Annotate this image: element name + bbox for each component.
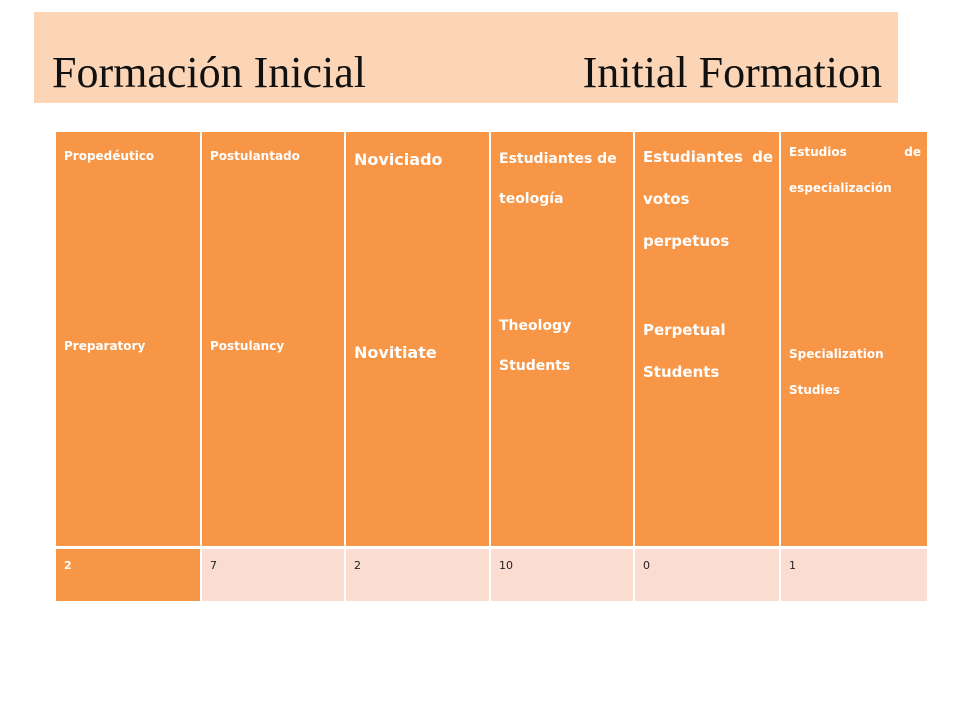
header-row: Propedéutico Preparatory Postulantado Po… [56, 132, 927, 547]
value-row: 2 7 2 10 0 1 [56, 545, 927, 601]
value-preparatory: 2 [56, 545, 202, 601]
column-label-en: Theology Students [499, 318, 572, 374]
column-header-specialization-studies: Estudios de especialización Specializati… [780, 132, 927, 547]
column-header-perpetual-students: Estudiantes de votos perpetuos Perpetual… [634, 132, 781, 547]
column-label-es: Postulantado [210, 149, 300, 163]
column-label-es: Estudios de especialización [789, 145, 921, 195]
column-header-theology-students: Estudiantes de teología Theology Student… [490, 132, 635, 547]
title-english: Initial Formation [582, 48, 882, 97]
value-postulancy: 7 [201, 545, 346, 601]
column-label-en: Novitiate [354, 343, 437, 362]
title-bar: Formación Inicial Initial Formation [34, 12, 898, 103]
column-label-es: Noviciado [354, 150, 443, 169]
column-label-en: Preparatory [64, 339, 146, 353]
column-label-en: Postulancy [210, 339, 285, 353]
value-theology-students: 10 [490, 545, 635, 601]
column-label-es: Estudiantes de teología [499, 151, 617, 207]
column-label-es: Propedéutico [64, 149, 155, 163]
column-header-novitiate: Noviciado Novitiate [345, 132, 491, 547]
formation-table: Propedéutico Preparatory Postulantado Po… [56, 132, 927, 601]
value-novitiate: 2 [345, 545, 491, 601]
column-label-en: Specialization Studies [789, 347, 884, 397]
title-spanish: Formación Inicial [52, 48, 367, 97]
value-specialization-studies: 1 [780, 545, 927, 601]
column-label-en: Perpetual Students [643, 321, 726, 381]
value-perpetual-students: 0 [634, 545, 781, 601]
column-header-postulancy: Postulantado Postulancy [201, 132, 346, 547]
column-header-preparatory: Propedéutico Preparatory [56, 132, 202, 547]
column-label-es: Estudiantes de votos perpetuos [643, 148, 773, 250]
